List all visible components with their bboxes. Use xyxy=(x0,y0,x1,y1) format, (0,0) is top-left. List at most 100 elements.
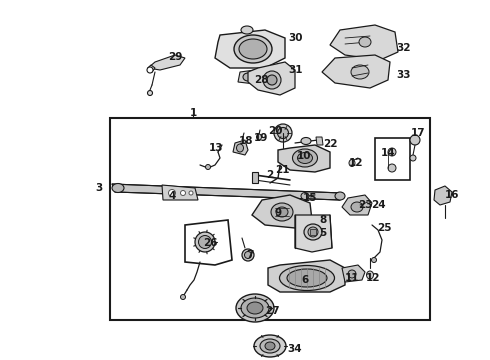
Text: 26: 26 xyxy=(203,238,217,248)
Text: 17: 17 xyxy=(411,128,425,138)
Ellipse shape xyxy=(169,189,175,197)
Text: 27: 27 xyxy=(265,306,279,316)
Polygon shape xyxy=(252,172,258,183)
Ellipse shape xyxy=(234,35,272,63)
Ellipse shape xyxy=(180,294,186,300)
Ellipse shape xyxy=(247,302,263,314)
Text: 3: 3 xyxy=(96,183,102,193)
Text: 22: 22 xyxy=(323,139,337,149)
Ellipse shape xyxy=(276,207,288,217)
Ellipse shape xyxy=(243,73,253,81)
Text: 34: 34 xyxy=(288,344,302,354)
Ellipse shape xyxy=(189,191,193,195)
Polygon shape xyxy=(112,184,342,200)
Text: 4: 4 xyxy=(168,191,176,201)
Polygon shape xyxy=(148,55,185,70)
Ellipse shape xyxy=(195,232,215,252)
Text: 6: 6 xyxy=(301,275,309,285)
Ellipse shape xyxy=(308,227,318,237)
Ellipse shape xyxy=(260,339,280,353)
Text: 12: 12 xyxy=(366,273,380,283)
Ellipse shape xyxy=(271,203,293,221)
Text: 21: 21 xyxy=(275,165,289,175)
Text: 29: 29 xyxy=(168,52,182,62)
Text: 1: 1 xyxy=(189,108,196,118)
Text: 28: 28 xyxy=(254,75,268,85)
Ellipse shape xyxy=(267,75,277,85)
Text: 8: 8 xyxy=(319,215,327,225)
Ellipse shape xyxy=(236,294,274,322)
Polygon shape xyxy=(148,65,155,72)
Ellipse shape xyxy=(254,335,286,357)
Ellipse shape xyxy=(410,155,416,161)
Text: 2: 2 xyxy=(267,170,273,180)
Ellipse shape xyxy=(256,134,262,140)
Text: 12: 12 xyxy=(349,158,363,168)
Ellipse shape xyxy=(265,342,275,350)
Ellipse shape xyxy=(245,252,251,258)
Ellipse shape xyxy=(263,71,281,89)
Text: 23: 23 xyxy=(358,200,372,210)
Text: 19: 19 xyxy=(254,133,268,143)
Ellipse shape xyxy=(304,224,322,240)
Polygon shape xyxy=(322,55,390,88)
Polygon shape xyxy=(278,145,330,172)
Ellipse shape xyxy=(242,249,254,261)
Text: 5: 5 xyxy=(319,228,327,238)
Text: 25: 25 xyxy=(377,223,391,233)
Ellipse shape xyxy=(293,149,318,167)
Ellipse shape xyxy=(147,67,153,73)
Text: 11: 11 xyxy=(345,273,359,283)
Polygon shape xyxy=(330,25,398,60)
Text: 15: 15 xyxy=(303,193,317,203)
Ellipse shape xyxy=(237,144,244,152)
Ellipse shape xyxy=(241,26,253,34)
Polygon shape xyxy=(162,185,198,200)
Ellipse shape xyxy=(388,164,396,172)
Ellipse shape xyxy=(388,148,396,156)
Ellipse shape xyxy=(410,135,420,145)
Polygon shape xyxy=(434,186,452,205)
Ellipse shape xyxy=(198,235,212,248)
Ellipse shape xyxy=(205,165,211,170)
Ellipse shape xyxy=(239,39,267,59)
Text: 16: 16 xyxy=(445,190,459,200)
Polygon shape xyxy=(342,195,372,215)
Text: 32: 32 xyxy=(397,43,411,53)
Polygon shape xyxy=(248,62,295,95)
Ellipse shape xyxy=(348,270,356,278)
Ellipse shape xyxy=(351,65,369,79)
Bar xyxy=(110,118,430,320)
Text: 24: 24 xyxy=(371,200,385,210)
Ellipse shape xyxy=(301,138,311,144)
Text: 20: 20 xyxy=(268,126,282,136)
Text: 10: 10 xyxy=(297,151,311,161)
Ellipse shape xyxy=(367,271,373,279)
Polygon shape xyxy=(342,265,365,282)
Ellipse shape xyxy=(279,266,335,291)
Ellipse shape xyxy=(112,184,124,193)
Ellipse shape xyxy=(274,124,292,142)
Text: 14: 14 xyxy=(381,148,395,158)
Ellipse shape xyxy=(335,192,345,200)
Ellipse shape xyxy=(371,257,376,262)
Text: 31: 31 xyxy=(289,65,303,75)
Text: 13: 13 xyxy=(209,143,223,153)
Ellipse shape xyxy=(180,190,186,195)
Polygon shape xyxy=(252,195,312,228)
Polygon shape xyxy=(310,229,316,235)
Polygon shape xyxy=(268,260,345,292)
Polygon shape xyxy=(238,70,260,84)
Text: 9: 9 xyxy=(274,208,282,218)
Polygon shape xyxy=(295,215,332,252)
Polygon shape xyxy=(215,30,285,68)
Ellipse shape xyxy=(351,202,363,212)
Ellipse shape xyxy=(359,37,371,47)
Ellipse shape xyxy=(287,269,327,287)
Ellipse shape xyxy=(301,193,309,199)
Ellipse shape xyxy=(147,90,152,95)
Ellipse shape xyxy=(297,153,313,163)
Text: 33: 33 xyxy=(397,70,411,80)
Polygon shape xyxy=(233,140,248,155)
Text: 18: 18 xyxy=(239,136,253,146)
